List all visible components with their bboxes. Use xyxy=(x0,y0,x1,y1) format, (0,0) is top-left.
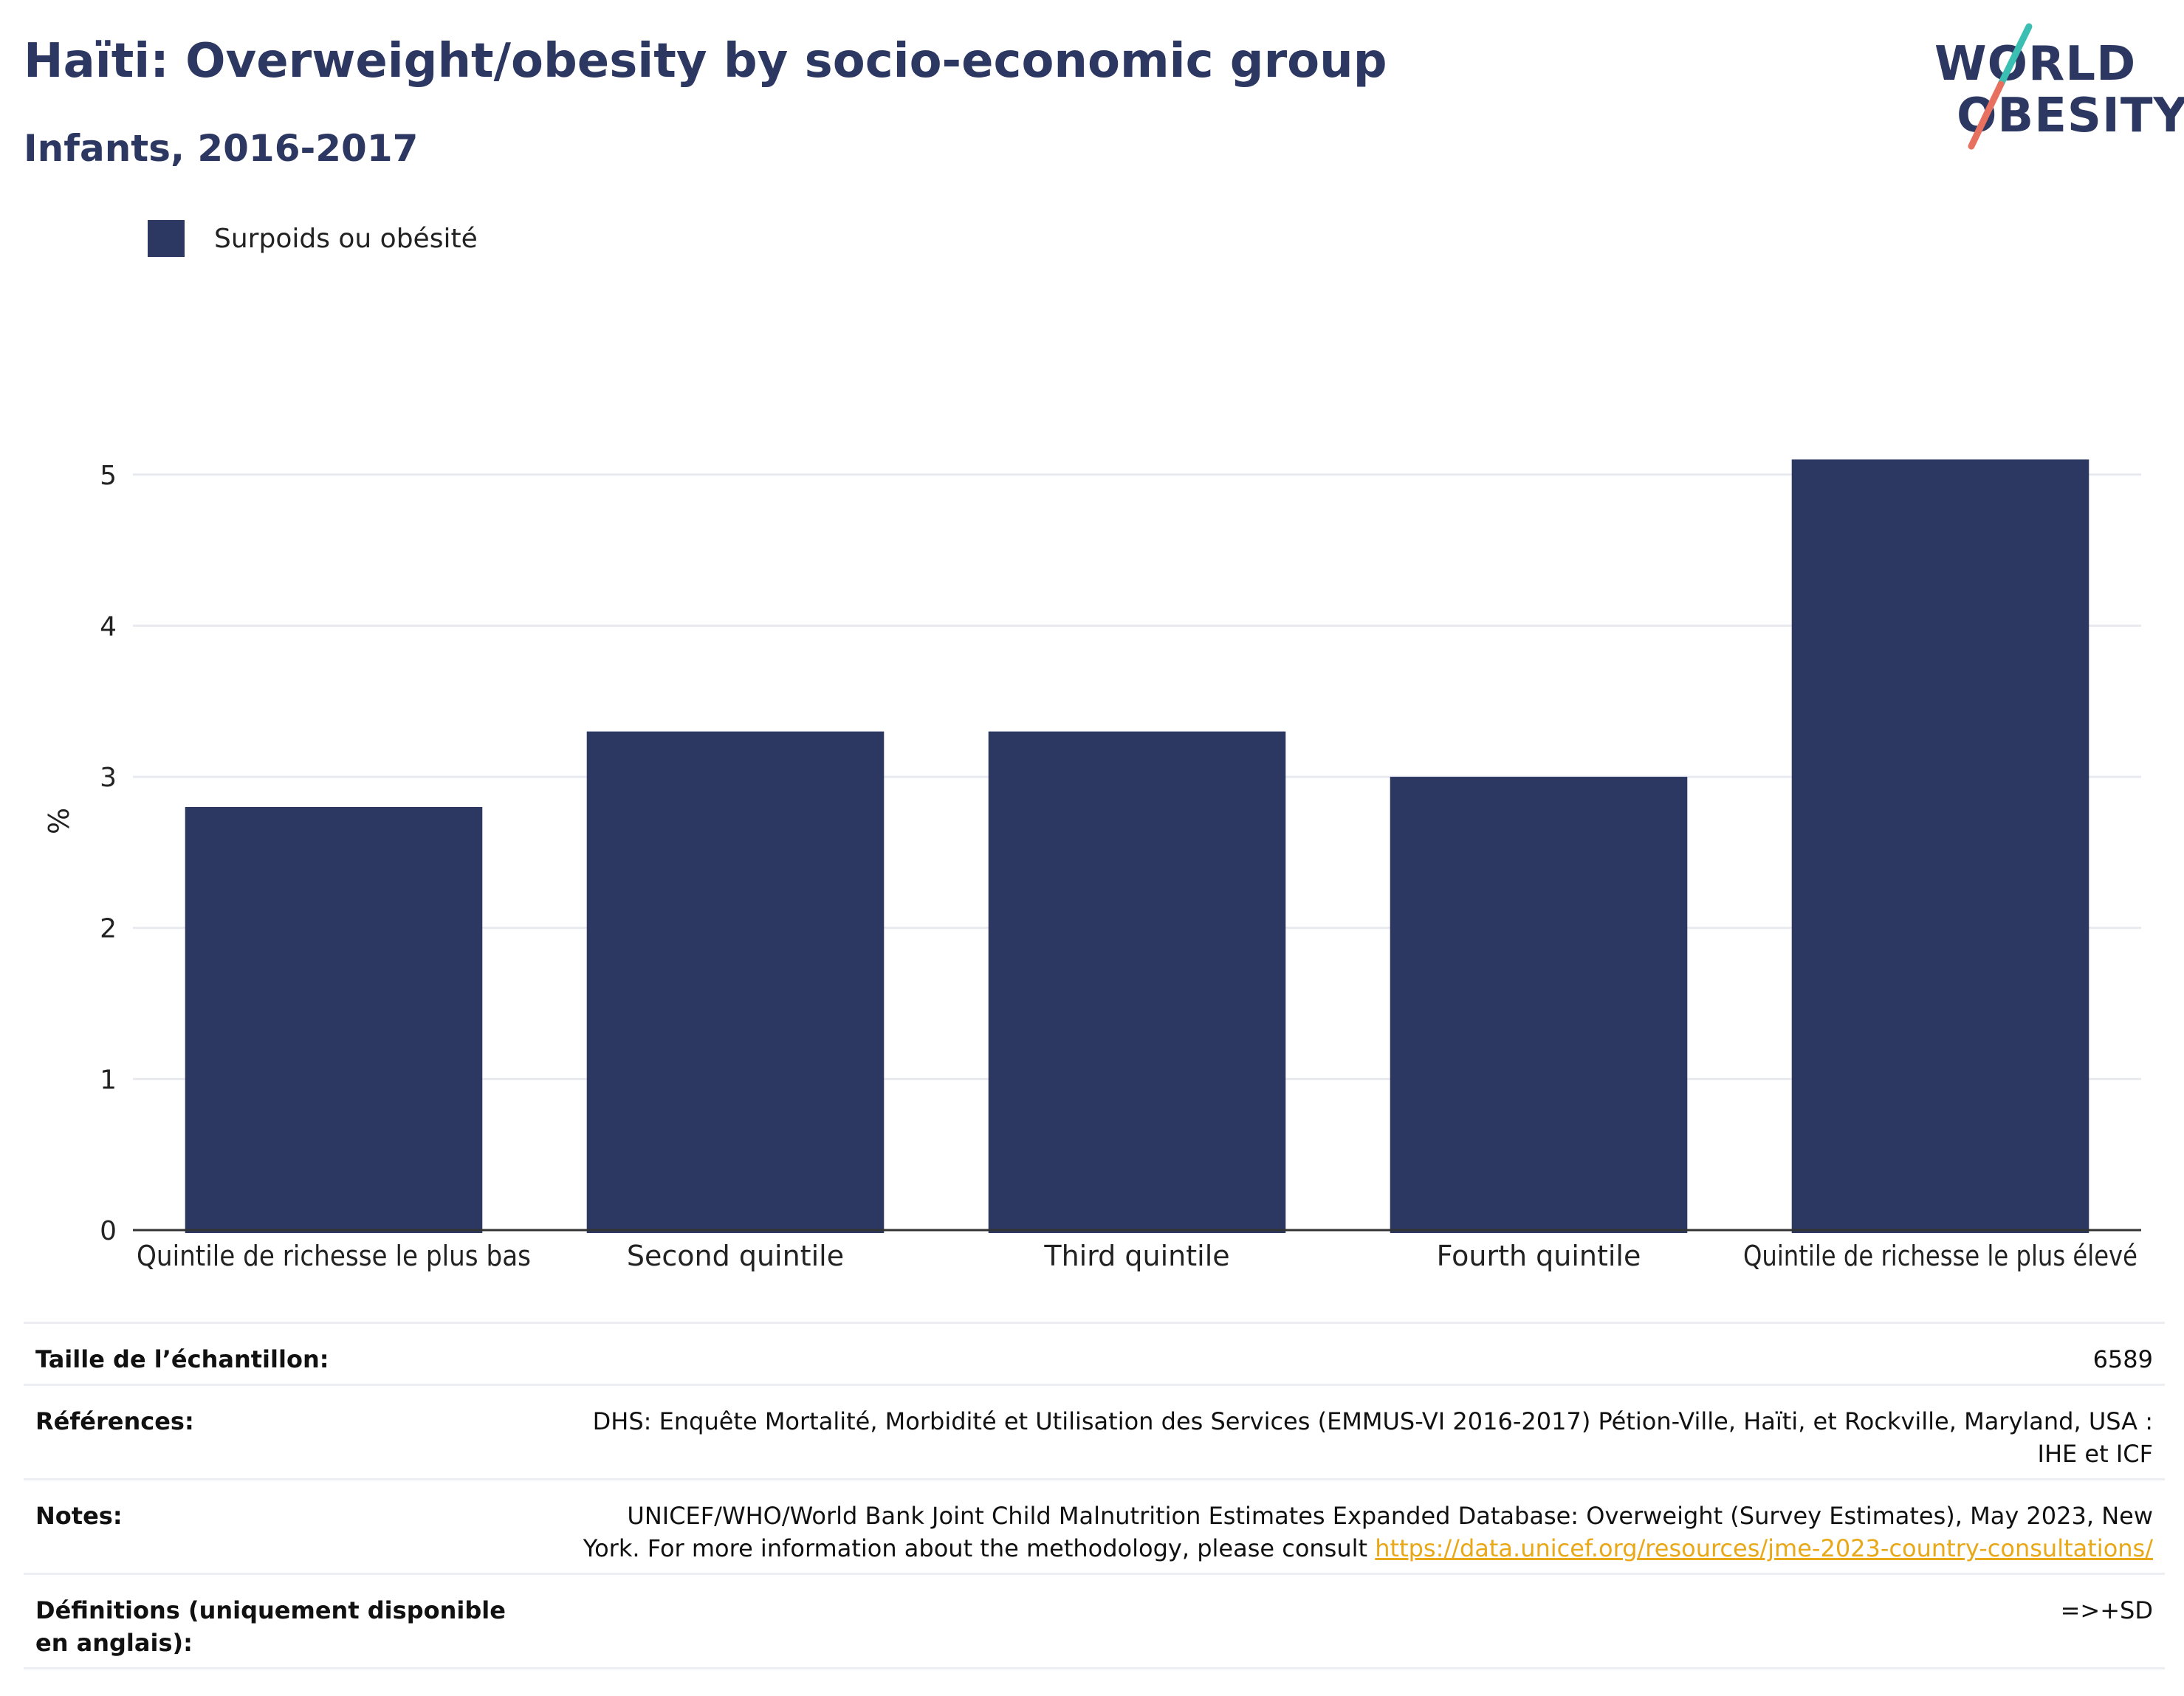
legend-swatch xyxy=(148,220,185,257)
bar-chart: 0 1 2 3 4 5 Quintile de richesse le plus bas Se… xyxy=(100,459,2141,1272)
y-tick-label: 3 xyxy=(100,763,117,793)
meta-value: 6589 xyxy=(2092,1345,2153,1373)
x-tick-label: Second quintile xyxy=(627,1240,844,1272)
meta-key: Références: xyxy=(35,1407,194,1435)
y-tick-label: 1 xyxy=(100,1065,117,1095)
y-tick-label: 0 xyxy=(100,1216,117,1246)
meta-key: Notes: xyxy=(35,1502,123,1530)
bar xyxy=(988,731,1286,1233)
meta-value: UNICEF/WHO/World Bank Joint Child Malnut… xyxy=(566,1500,2153,1573)
logo-slash-icon xyxy=(1968,23,2033,150)
x-tick-label: Quintile de richesse le plus élevé xyxy=(1743,1240,2137,1272)
bar xyxy=(1390,777,1688,1233)
legend-label: Surpoids ou obésité xyxy=(214,223,478,254)
meta-row-references: Références: DHS: Enquête Mortalité, Morb… xyxy=(24,1384,2165,1478)
x-tick-label: Fourth quintile xyxy=(1437,1240,1641,1272)
world-obesity-logo: WORLD OBESITY xyxy=(1927,21,2184,154)
meta-row-notes: Notes: UNICEF/WHO/World Bank Joint Child… xyxy=(24,1478,2165,1573)
meta-value: =>+SD xyxy=(2060,1596,2153,1624)
notes-text: UNICEF/WHO/World Bank Joint Child Malnut… xyxy=(583,1502,2153,1562)
meta-bottom-border xyxy=(24,1667,2165,1669)
meta-row-sample-size: Taille de l’échantillon: 6589 xyxy=(24,1322,2165,1384)
meta-value: DHS: Enquête Mortalité, Morbidité et Uti… xyxy=(592,1407,2153,1468)
bar xyxy=(185,807,483,1233)
meta-key: Taille de l’échantillon: xyxy=(35,1345,329,1373)
meta-row-definitions: Définitions (uniquement disponible en an… xyxy=(24,1573,2165,1667)
notes-link[interactable]: https://data.unicef.org/resources/jme-20… xyxy=(1375,1534,2153,1562)
y-tick-label: 5 xyxy=(100,461,117,491)
bar xyxy=(586,731,885,1233)
meta-key: Définitions (uniquement disponible en an… xyxy=(35,1596,506,1657)
x-tick-label: Quintile de richesse le plus bas xyxy=(137,1240,531,1272)
logo-word-world: WORLD xyxy=(1934,37,2137,92)
legend: Surpoids ou obésité xyxy=(148,220,478,257)
chart-subtitle: Infants, 2016-2017 xyxy=(24,127,419,170)
y-tick-label: 2 xyxy=(100,914,117,944)
bar xyxy=(1791,459,2089,1233)
x-tick-label: Third quintile xyxy=(1043,1240,1229,1272)
chart-title: Haïti: Overweight/obesity by socio-econo… xyxy=(24,34,1387,89)
y-tick-label: 4 xyxy=(100,611,117,642)
metadata-table: Taille de l’échantillon: 6589 Références… xyxy=(24,1322,2165,1669)
